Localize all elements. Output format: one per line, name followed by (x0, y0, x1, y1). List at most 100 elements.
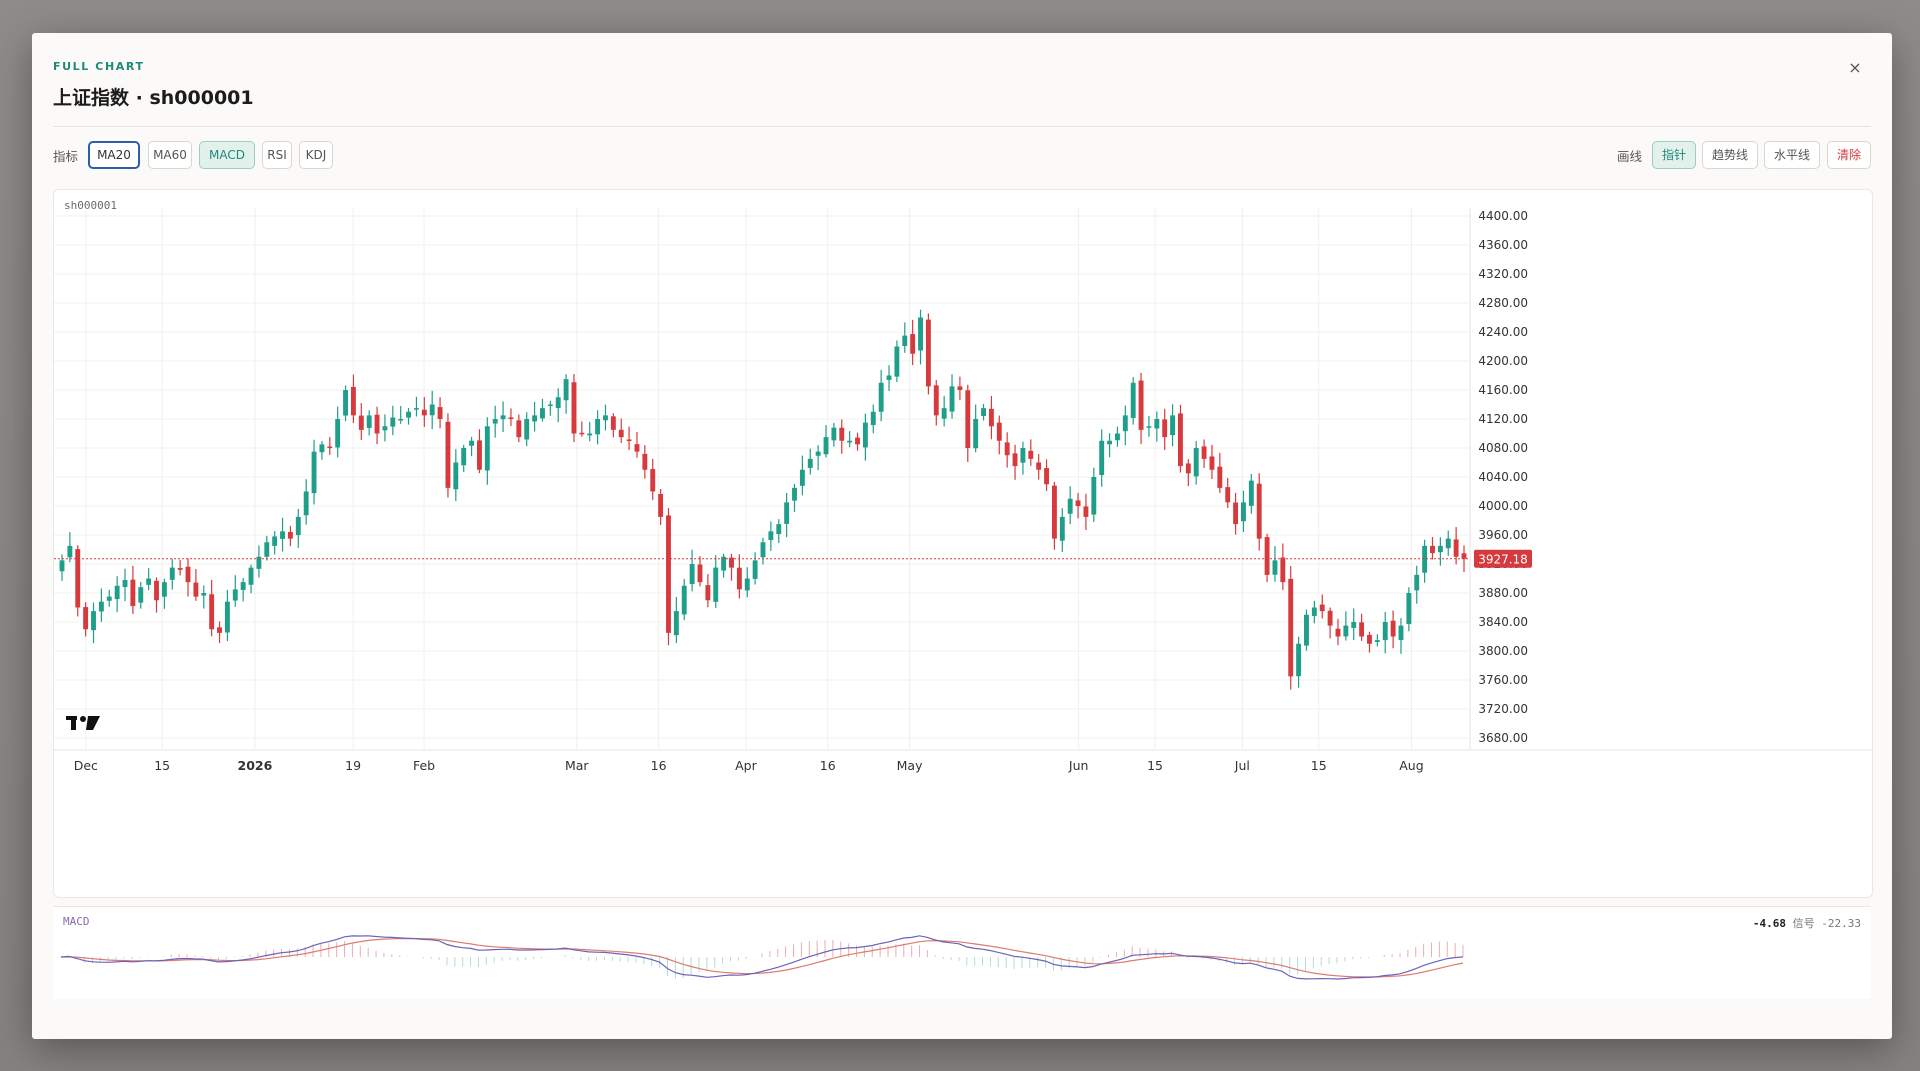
y-tick-label: 3720.00 (1478, 702, 1528, 716)
candle (563, 379, 569, 401)
candle (1414, 574, 1420, 591)
candle (587, 433, 593, 436)
candle (59, 560, 65, 572)
x-tick-label: 19 (345, 758, 361, 773)
candle (138, 587, 144, 603)
tool-hline-button[interactable]: 水平线 (1764, 141, 1820, 169)
candle (256, 556, 262, 569)
candle (350, 386, 356, 416)
candle (1319, 604, 1325, 612)
y-tick-label: 3680.00 (1478, 731, 1528, 745)
header-divider (53, 126, 1871, 127)
y-tick-label: 3840.00 (1478, 615, 1528, 629)
candle (1044, 468, 1049, 485)
candle (1430, 545, 1435, 554)
y-tick-label: 4000.00 (1478, 499, 1528, 513)
candle (634, 444, 640, 452)
close-icon[interactable]: × (1848, 58, 1862, 77)
candle (1272, 560, 1278, 575)
candle (83, 607, 89, 630)
candle (1241, 502, 1246, 522)
candle (847, 440, 853, 443)
candle (429, 404, 435, 416)
candle (1130, 382, 1136, 418)
candle (327, 446, 333, 449)
indicator-ma60-button[interactable]: MA60 (148, 141, 192, 169)
candle (1083, 506, 1089, 517)
candle (287, 531, 293, 539)
indicator-macd-button[interactable]: MACD (199, 141, 255, 169)
candle (224, 601, 230, 633)
clear-drawings-button[interactable]: 清除 (1827, 141, 1871, 169)
macd-label: MACD (63, 915, 90, 928)
candle (1390, 620, 1396, 637)
candle (1233, 502, 1239, 525)
candle (390, 417, 396, 427)
candle (618, 429, 624, 438)
indicator-label: 指标 (53, 149, 79, 164)
candle (697, 564, 703, 583)
candle (516, 420, 522, 438)
candle (1311, 607, 1317, 616)
candle (1327, 610, 1333, 626)
candle (1445, 538, 1451, 549)
candle (1382, 622, 1388, 641)
candle (366, 415, 372, 428)
indicator-ma20-button[interactable]: MA20 (88, 141, 140, 169)
candle (1067, 498, 1073, 514)
candle (177, 568, 183, 570)
indicator-rsi-button[interactable]: RSI (262, 141, 292, 169)
candle (295, 516, 301, 536)
macd-chart[interactable] (53, 907, 1871, 999)
modal-eyebrow: FULL CHART (53, 60, 145, 73)
candle (579, 432, 585, 435)
candle (981, 408, 986, 416)
candle (508, 417, 514, 419)
candle (106, 596, 112, 601)
chart-symbol-label: sh000001 (64, 199, 117, 212)
candle (500, 415, 506, 420)
candle (555, 397, 561, 409)
candle (1193, 448, 1199, 477)
candle (540, 408, 545, 419)
indicator-kdj-button[interactable]: KDJ (299, 141, 333, 169)
candle (1453, 539, 1459, 557)
candle (1461, 553, 1467, 559)
macd-panel[interactable]: MACD -4.68 信号 -22.33 (53, 906, 1871, 999)
candle (382, 426, 388, 431)
macd-values: -4.68 信号 -22.33 (1753, 915, 1861, 931)
candle (1154, 419, 1160, 429)
candle (248, 567, 254, 585)
price-chart-panel[interactable]: sh000001 4400.00 4360.00 4320.00 4280.00 424… (53, 189, 1873, 898)
candle (1264, 537, 1270, 575)
candle (461, 448, 467, 466)
candle (1012, 453, 1018, 467)
tradingview-logo (66, 716, 100, 730)
candle (91, 611, 96, 631)
candle (1398, 625, 1404, 640)
candle (1304, 614, 1309, 646)
price-chart[interactable]: 4400.00 4360.00 4320.00 4280.00 4240.00 4200.… (54, 190, 1872, 897)
candle (1225, 487, 1231, 503)
candle (1374, 640, 1380, 642)
y-tick-label: 3960.00 (1478, 528, 1528, 542)
last-price-label: 3927.18 (1478, 552, 1528, 566)
candles (59, 309, 1467, 690)
candle (1036, 462, 1042, 470)
full-chart-modal: FULL CHART 上证指数 · sh000001 × 指标 MA20 MA6… (32, 33, 1892, 1039)
candle (996, 422, 1002, 441)
y-tick-label: 4280.00 (1478, 296, 1528, 310)
tool-pointer-button[interactable]: 指针 (1652, 141, 1696, 169)
candle (1059, 516, 1065, 541)
candle (1138, 380, 1144, 430)
candle (666, 515, 671, 633)
candle (949, 386, 955, 412)
candle (610, 416, 616, 430)
candle (1122, 415, 1128, 432)
candle (67, 545, 73, 558)
tool-trendline-button[interactable]: 趋势线 (1702, 141, 1758, 169)
candle (75, 549, 81, 608)
candle (1178, 413, 1183, 467)
y-tick-label: 4400.00 (1478, 209, 1528, 223)
candle (902, 335, 908, 346)
